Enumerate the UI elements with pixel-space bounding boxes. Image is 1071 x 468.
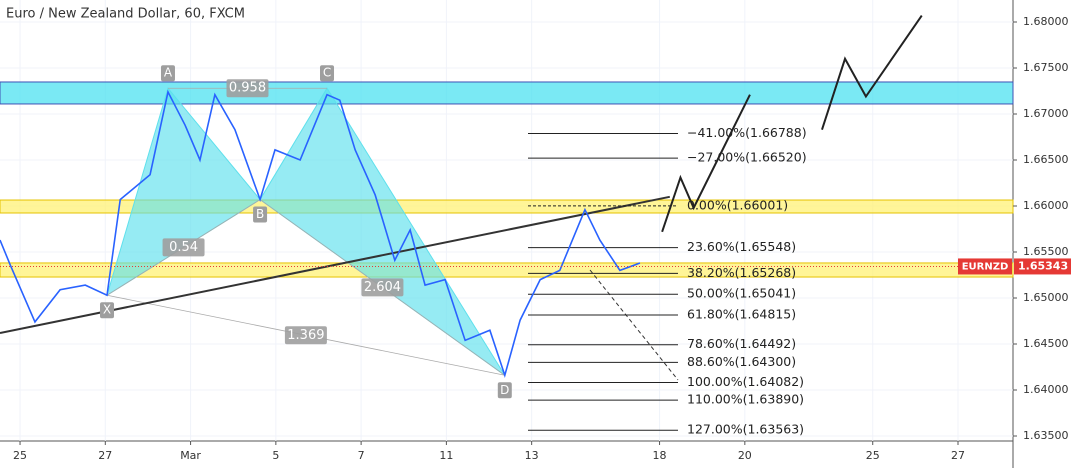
fib-label: 23.60%(1.65548) [687,239,796,254]
ratio-label: 0.54 [169,240,198,255]
fib-label: 110.00%(1.63890) [687,392,804,407]
fib-label: 78.60%(1.64492) [687,336,796,351]
x-tick-label: 25 [13,449,27,462]
y-tick-label: 1.66000 [1023,199,1069,212]
price-label: 1.65343 [1018,259,1068,272]
y-tick-label: 1.67500 [1023,61,1069,74]
fib-label: 88.60%(1.64300) [687,354,796,369]
x-tick-label: 11 [439,449,453,462]
price-tag [1014,258,1071,275]
projection [821,14,923,130]
ratio-label: 0.958 [229,81,266,96]
y-tick-label: 1.66500 [1023,153,1069,166]
point-label-box [497,382,512,399]
x-tick-label: 27 [951,449,965,462]
fib-label: 38.20%(1.65268) [687,265,796,280]
x-tick-label: 13 [525,449,539,462]
ratio-box [284,326,327,345]
x-tick-label: 7 [358,449,365,462]
x-tick-label: Mar [180,449,201,462]
fib-label: −27.00%(1.66520) [687,150,807,165]
y-tick-label: 1.63500 [1023,429,1069,442]
plot-area: −41.00%(1.66788) −27.00%(1.66520) 0.00%(1.… [0,0,1014,441]
y-tick-label: 1.65500 [1023,245,1069,258]
ratio-box [162,238,205,257]
fib-label: 127.00%(1.63563) [687,422,804,437]
point-label-box [253,206,268,223]
point-label: D [500,383,509,397]
ratio-label: 2.604 [364,280,401,295]
zone [0,81,1014,105]
chart-title: Euro / New Zealand Dollar, 60, FXCM [6,7,245,22]
point-label: A [164,66,173,80]
x-tick-label: 25 [866,449,880,462]
ratio-box [361,278,404,297]
point-label: X [103,303,111,317]
point-label-box [160,65,175,82]
fib-diagonal [589,269,679,381]
fib-label: −41.00%(1.66788) [687,125,807,140]
point-label-box [100,302,115,319]
fib-label: 50.00%(1.65041) [687,286,796,301]
x-tick-label: 20 [738,449,752,462]
x-tick-label: 18 [653,449,667,462]
ratio-box [226,79,269,98]
y-tick-label: 1.64500 [1023,337,1069,350]
ratio-label: 1.369 [287,328,324,343]
fib-label: 0.00%(1.66001) [687,197,788,212]
symbol-label: EURNZD [962,261,1009,272]
x-tick-label: 27 [98,449,112,462]
y-tick-label: 1.68000 [1023,15,1069,28]
symbol-tag [958,258,1012,275]
y-tick-label: 1.67000 [1023,107,1069,120]
projection [661,94,751,233]
price-line [0,89,641,379]
point-label: C [323,66,331,80]
y-tick-label: 1.64000 [1023,383,1069,396]
x-tick-label: 5 [272,449,279,462]
fib-label: 61.80%(1.64815) [687,307,796,322]
y-tick-label: 1.65000 [1023,291,1069,304]
point-label: B [256,207,264,221]
fib-label: 100.00%(1.64082) [687,374,804,389]
point-label-box [320,65,335,82]
